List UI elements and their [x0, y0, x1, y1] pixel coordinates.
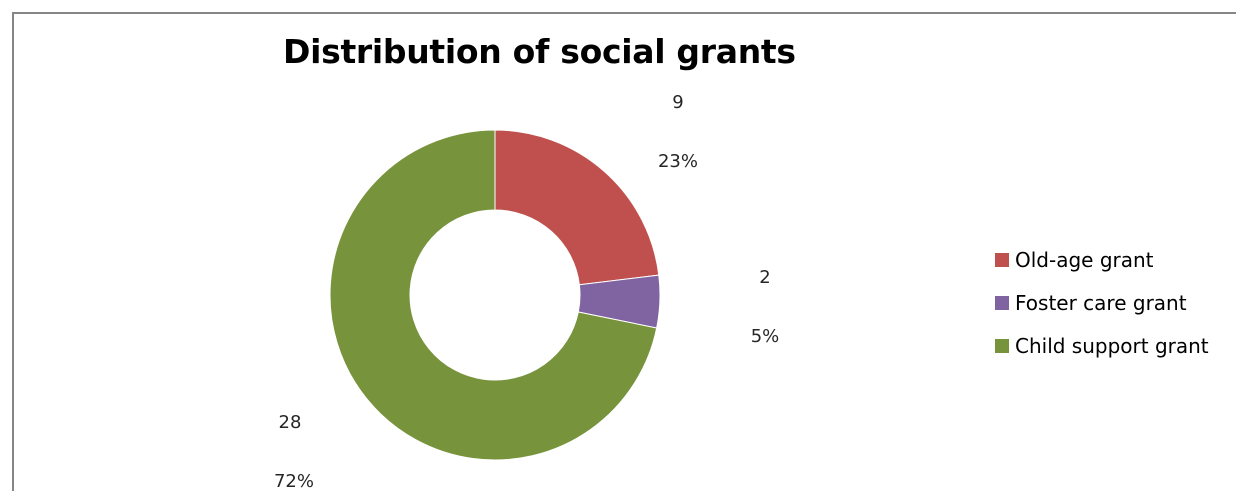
- legend-label-foster-care: Foster care grant: [1015, 290, 1187, 315]
- legend-item-child-support: Child support grant: [995, 324, 1209, 367]
- data-label-percent-old-age: 23%: [658, 151, 698, 172]
- legend-label-old-age: Old-age grant: [1015, 247, 1154, 272]
- legend-swatch-foster-care: [995, 295, 1009, 310]
- legend-label-child-support: Child support grant: [1015, 333, 1209, 358]
- legend: Old-age grant Foster care grant Child su…: [995, 238, 1209, 367]
- chart-title: Distribution of social grants: [283, 32, 796, 71]
- data-label-percent-child-support: 72%: [274, 471, 314, 491]
- legend-item-foster-care: Foster care grant: [995, 281, 1209, 324]
- legend-item-old-age: Old-age grant: [995, 238, 1209, 281]
- slice-old-age: [494, 129, 660, 286]
- data-label-value-old-age: 9: [672, 92, 683, 113]
- legend-swatch-child-support: [995, 338, 1009, 353]
- data-label-percent-foster-care: 5%: [751, 326, 780, 347]
- slice-child-support: [329, 129, 658, 461]
- chart-frame: [12, 12, 1236, 491]
- legend-swatch-old-age: [995, 252, 1009, 267]
- data-label-value-child-support: 28: [279, 412, 302, 433]
- data-label-value-foster-care: 2: [759, 267, 770, 288]
